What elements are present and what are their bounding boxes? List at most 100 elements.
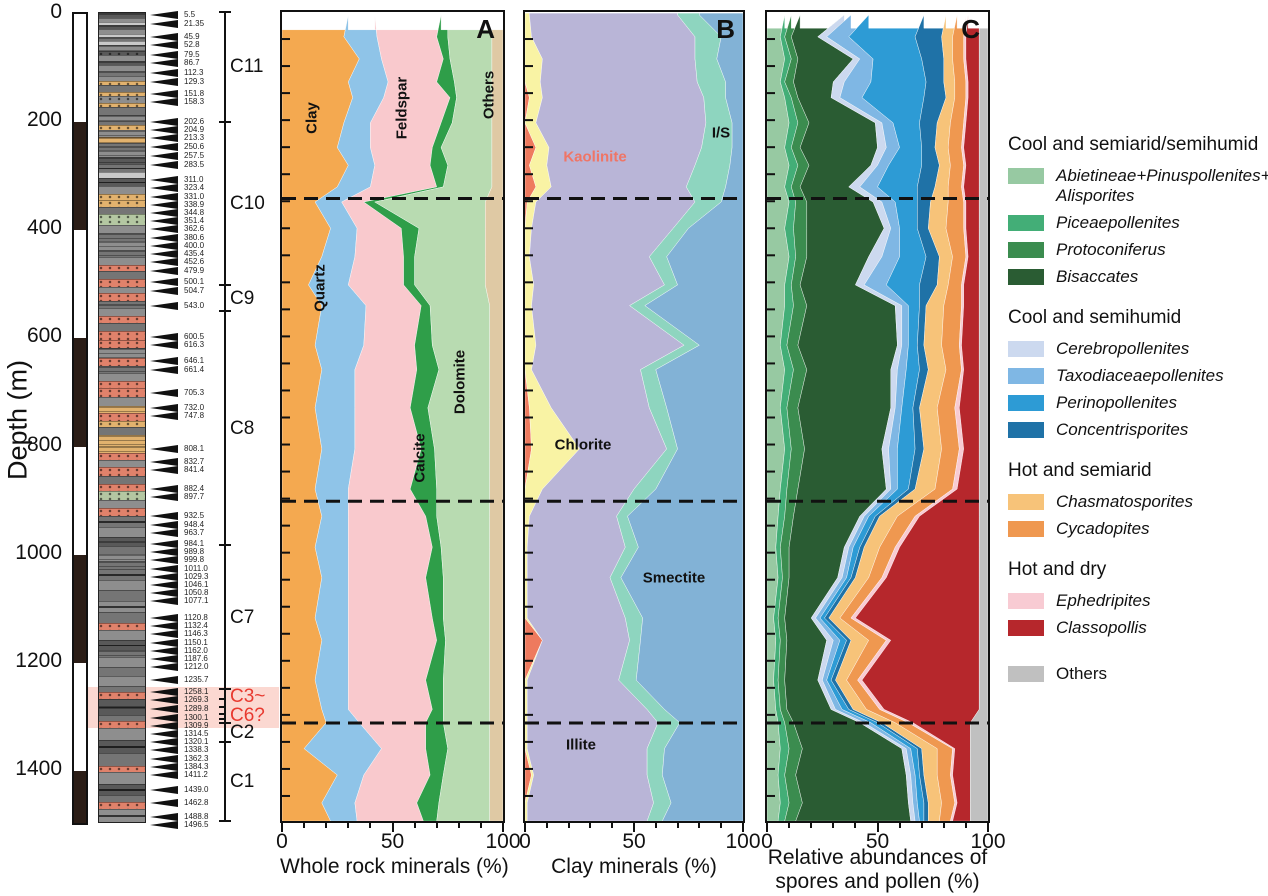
- sample-marker-icon: [150, 133, 178, 142]
- sample-depth-label: 380.6: [184, 232, 205, 242]
- sample-marker-icon: [150, 32, 178, 41]
- zone-boundary-tick: [219, 11, 231, 13]
- lithology-bed: [99, 142, 145, 151]
- sample-marker-icon: [150, 638, 178, 647]
- sample-depth-label: 5.5: [184, 9, 196, 19]
- lithology-bed: [99, 85, 145, 92]
- sample-depth-label: 504.7: [184, 285, 205, 295]
- lithology-bed: [99, 698, 145, 715]
- zone-label: C10: [230, 192, 265, 214]
- lithology-bed: [99, 75, 145, 82]
- sample-marker-icon: [150, 738, 178, 747]
- x-axis-tick-label: 50: [865, 830, 890, 853]
- sample-depth-label: 435.4: [184, 248, 205, 258]
- x-axis-tick-label: 50: [380, 830, 405, 853]
- x-axis-tick: [435, 823, 438, 828]
- sample-marker-icon: [150, 696, 178, 705]
- sample-depth-label: 1150.1: [184, 637, 208, 647]
- sample-depth-label: 52.8: [184, 40, 200, 50]
- sample-marker-icon: [150, 301, 178, 310]
- lithology-bed: [99, 315, 145, 324]
- sample-marker-icon: [150, 688, 178, 697]
- sample-depth-label: 1077.1: [184, 596, 209, 606]
- sample-marker-icon: [150, 98, 178, 107]
- lithology-bed: [99, 33, 145, 37]
- x-axis-tick: [742, 823, 744, 832]
- lithology-bed: [99, 286, 145, 294]
- legend-item-label: Cerebropollenites: [1056, 339, 1190, 358]
- zone-boundary-tick: [219, 120, 231, 123]
- lithology-bed: [99, 459, 145, 468]
- legend-item: Taxodiaceaepollenites: [1008, 366, 1266, 386]
- lithology-bed: [99, 121, 145, 126]
- sample-depth-label: 1050.8: [184, 588, 209, 598]
- legend-section-title-hot-dry: Hot and dry: [1008, 559, 1107, 580]
- x-axis-tick: [832, 823, 835, 828]
- sample-marker-icon: [150, 746, 178, 755]
- lithology-bed: [99, 380, 145, 389]
- zone-label: C3~ C6?: [230, 686, 266, 727]
- lithology-bed: [99, 178, 145, 186]
- lithology-bed: [99, 64, 145, 72]
- legend-swatch-cerebropollenites: [1008, 341, 1044, 357]
- x-axis-tick-label: 50: [622, 830, 646, 853]
- sample-depth-label: 984.1: [184, 539, 205, 549]
- x-axis-tick-label: 100: [970, 830, 1006, 853]
- axis-title-whole-rock: Whole rock minerals (%): [280, 855, 509, 878]
- sample-depth-label: 600.5: [184, 331, 205, 341]
- sample-marker-icon: [150, 217, 178, 226]
- legend-item: Classopollis: [1008, 618, 1266, 638]
- sample-marker-icon: [150, 786, 178, 795]
- lithology-bed: [99, 150, 145, 157]
- x-axis-tick: [876, 823, 879, 832]
- legend-item: Chasmatosporites: [1008, 492, 1266, 512]
- lithology-bed: [99, 692, 145, 699]
- smectite-area-label: Smectite: [642, 569, 706, 587]
- lithology-bed: [99, 508, 145, 516]
- lithology-bed: [99, 114, 145, 122]
- legend-swatch-concentrisporites: [1008, 422, 1044, 438]
- axis-title-spores-pollen-line1: Relative abundances of: [767, 846, 988, 869]
- panel-letter-c: C: [961, 14, 980, 44]
- lithology-bed: [99, 102, 145, 108]
- lithology-bed: [99, 526, 145, 538]
- lithology-bed: [99, 727, 145, 740]
- legend-item: Protoconiferus: [1008, 240, 1266, 260]
- sample-marker-icon: [150, 389, 178, 398]
- zone-boundary-tick: [219, 740, 231, 743]
- x-axis-tick: [854, 823, 857, 828]
- sample-marker-icon: [150, 770, 178, 779]
- sample-depth-label: 808.1: [184, 443, 205, 453]
- sample-marker-icon: [150, 821, 178, 830]
- sample-depth-label: 323.4: [184, 183, 205, 193]
- sample-marker-icon: [150, 548, 178, 557]
- sample-marker-icon: [150, 233, 178, 242]
- sample-marker-icon: [150, 556, 178, 565]
- sample-depth-label: 747.8: [184, 411, 205, 421]
- lithology-bed: [99, 515, 145, 527]
- sample-marker-icon: [150, 812, 178, 821]
- sample-depth-label: 1314.5: [184, 728, 209, 738]
- lithology-bed: [99, 396, 145, 406]
- recovery-segment: [74, 662, 86, 771]
- area-series-others: [970, 15, 988, 821]
- legend-swatch-abietineae: [1008, 168, 1044, 184]
- sample-depth-label: 1289.8: [184, 704, 209, 714]
- sample-depth-label: 1496.5: [184, 820, 209, 830]
- x-axis-tick: [479, 823, 482, 828]
- legend-swatch-ephedripites: [1008, 593, 1044, 609]
- lithology-bed: [99, 193, 145, 201]
- zone-boundary-tick: [219, 544, 231, 547]
- legend-item: Perinopollenites: [1008, 393, 1266, 413]
- sample-marker-icon: [150, 622, 178, 631]
- sample-depth-label: 832.7: [184, 457, 205, 467]
- lithology-bed: [99, 630, 145, 641]
- axis-title-clay-minerals: Clay minerals (%): [551, 855, 717, 878]
- zone-label: C1: [230, 771, 255, 792]
- lithology-bed: [99, 348, 145, 358]
- lithology-bed: [99, 772, 145, 784]
- sample-marker-icon: [150, 10, 178, 19]
- sample-marker-icon: [150, 41, 178, 50]
- depth-tick-label: 1400: [15, 756, 62, 780]
- lithology-bed: [99, 413, 145, 421]
